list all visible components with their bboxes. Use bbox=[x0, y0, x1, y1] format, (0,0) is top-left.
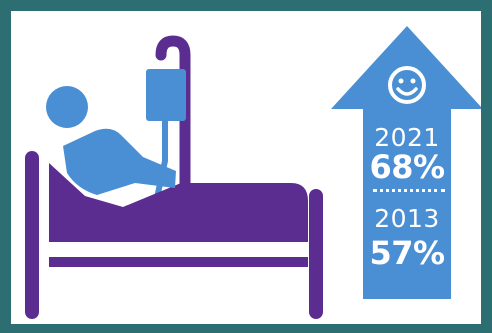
stat-value-2013: 57% bbox=[369, 234, 445, 272]
smiley-face-icon bbox=[388, 66, 426, 104]
bed-icon bbox=[25, 151, 323, 319]
dotted-divider bbox=[373, 189, 445, 192]
stat-year-2021: 2021 bbox=[374, 123, 440, 152]
up-arrow-icon bbox=[331, 26, 481, 299]
iv-drip-icon bbox=[146, 35, 191, 217]
patient-icon bbox=[46, 86, 176, 195]
illustration bbox=[25, 26, 481, 319]
stat-year-2013: 2013 bbox=[374, 204, 440, 233]
stat-value-2021: 68% bbox=[369, 148, 445, 186]
infographic-panel: 2021 68% 2013 57% bbox=[11, 11, 481, 324]
